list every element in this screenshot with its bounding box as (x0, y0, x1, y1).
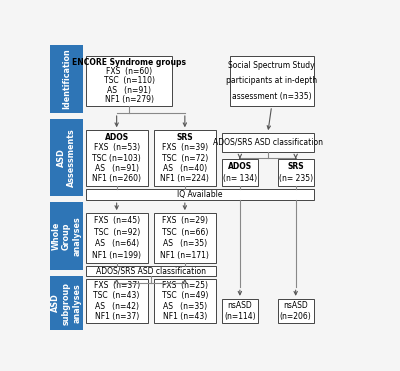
Bar (86, 266, 216, 276)
Text: NF1 (n=224): NF1 (n=224) (160, 174, 209, 184)
Text: SRS: SRS (287, 162, 304, 171)
Text: TSC  (n=110): TSC (n=110) (104, 76, 154, 85)
Text: Whole
Group
analyses: Whole Group analyses (51, 216, 81, 256)
Text: FXS  (n=25): FXS (n=25) (162, 281, 208, 290)
Bar (86, 213, 148, 263)
Text: ADOS: ADOS (228, 162, 252, 171)
Bar (154, 213, 216, 263)
Text: assessment (n=335): assessment (n=335) (232, 92, 312, 101)
Bar (50, 201, 82, 270)
Text: Social Spectrum Study: Social Spectrum Study (228, 61, 315, 70)
Text: AS   (n=35): AS (n=35) (163, 239, 207, 248)
Text: AS   (n=35): AS (n=35) (163, 302, 207, 311)
Text: TSC  (n=49): TSC (n=49) (162, 291, 208, 300)
Text: (n=206): (n=206) (280, 312, 312, 321)
Text: AS   (n=42): AS (n=42) (95, 302, 139, 311)
Text: (n= 134): (n= 134) (223, 174, 257, 183)
Text: TSC  (n=92): TSC (n=92) (94, 228, 140, 237)
Text: TSC (n=103): TSC (n=103) (92, 154, 141, 162)
Bar (50, 45, 82, 113)
Bar (154, 130, 216, 186)
Text: FXS  (n=45): FXS (n=45) (94, 216, 140, 225)
Text: AS   (n=91): AS (n=91) (95, 164, 139, 173)
Text: FXS  (n=39): FXS (n=39) (162, 143, 208, 152)
Text: AS   (n=64): AS (n=64) (94, 239, 139, 248)
Text: TSC  (n=43): TSC (n=43) (94, 291, 140, 300)
Text: (n=114): (n=114) (224, 312, 256, 321)
Text: FXS  (n=29): FXS (n=29) (162, 216, 208, 225)
Text: ASD
subgroup
analyses: ASD subgroup analyses (51, 282, 81, 325)
Bar (50, 276, 82, 330)
Bar (222, 133, 314, 152)
Text: AS   (n=91): AS (n=91) (107, 86, 151, 95)
Bar (222, 159, 258, 186)
Text: NF1 (n=37): NF1 (n=37) (94, 312, 139, 321)
Bar (86, 56, 172, 106)
Text: IQ Available: IQ Available (177, 190, 222, 199)
Text: Identification: Identification (62, 49, 71, 109)
Bar (278, 159, 314, 186)
Text: ADOS/SRS ASD classification: ADOS/SRS ASD classification (213, 138, 323, 147)
Text: AS   (n=40): AS (n=40) (163, 164, 207, 173)
Text: FXS  (n=60): FXS (n=60) (106, 67, 152, 76)
Text: ENCORE Syndrome groups: ENCORE Syndrome groups (72, 58, 186, 67)
Bar (222, 299, 258, 323)
Text: ADOS/SRS ASD classification: ADOS/SRS ASD classification (96, 266, 206, 276)
Bar (154, 279, 216, 323)
Bar (50, 119, 82, 196)
Text: participants at in-depth: participants at in-depth (226, 76, 317, 85)
Text: TSC  (n=66): TSC (n=66) (162, 228, 208, 237)
Text: nsASD: nsASD (283, 301, 308, 310)
Bar (86, 189, 314, 200)
Text: TSC  (n=72): TSC (n=72) (162, 154, 208, 162)
Text: NF1 (n=171): NF1 (n=171) (160, 251, 209, 260)
Bar (86, 279, 148, 323)
Bar (86, 130, 148, 186)
Bar (278, 299, 314, 323)
Text: nsASD: nsASD (228, 301, 252, 310)
Text: FXS  (n=53): FXS (n=53) (94, 143, 140, 152)
Text: ADOS: ADOS (104, 133, 129, 142)
Text: NF1 (n=199): NF1 (n=199) (92, 251, 141, 260)
Text: NF1 (n=279): NF1 (n=279) (104, 95, 154, 104)
Text: SRS: SRS (176, 133, 193, 142)
Text: (n= 235): (n= 235) (279, 174, 313, 183)
Bar (230, 56, 314, 106)
Text: FXS  (n=37): FXS (n=37) (94, 281, 140, 290)
Text: NF1 (n=43): NF1 (n=43) (163, 312, 207, 321)
Text: ASD
Assessments: ASD Assessments (56, 128, 76, 187)
Text: NF1 (n=260): NF1 (n=260) (92, 174, 141, 184)
